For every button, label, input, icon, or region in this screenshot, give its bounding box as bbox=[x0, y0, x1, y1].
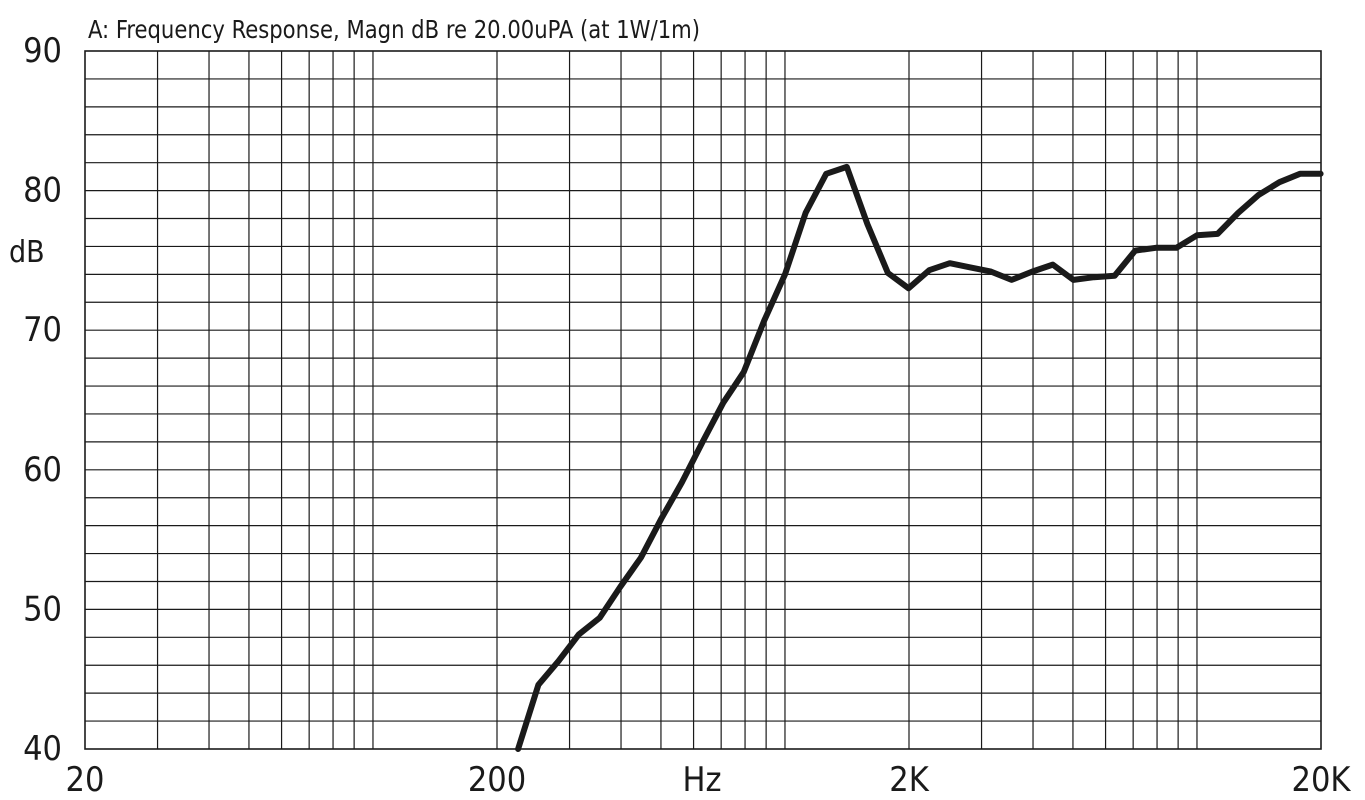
data-point bbox=[886, 271, 890, 275]
data-point bbox=[1010, 278, 1014, 282]
y-tick-label: 90 bbox=[23, 31, 62, 71]
data-point bbox=[701, 440, 705, 444]
data-point bbox=[762, 318, 766, 322]
data-point bbox=[845, 165, 849, 169]
response-curve bbox=[515, 163, 1324, 752]
y-tick-label: 70 bbox=[23, 310, 62, 350]
grid bbox=[85, 51, 1321, 749]
y-tick-label: 80 bbox=[23, 171, 62, 211]
data-point bbox=[1051, 263, 1055, 267]
data-point bbox=[516, 747, 520, 751]
y-tick-label: 50 bbox=[23, 589, 62, 629]
y-axis-label: dB bbox=[9, 235, 45, 270]
data-point bbox=[1277, 180, 1281, 184]
data-point bbox=[1257, 193, 1261, 197]
data-point bbox=[598, 616, 602, 620]
plot-frame bbox=[84, 50, 1322, 750]
data-point bbox=[1092, 275, 1096, 279]
data-point bbox=[1133, 249, 1137, 253]
data-point bbox=[927, 268, 931, 272]
curve-layer bbox=[515, 163, 1324, 752]
y-tick-label: 60 bbox=[23, 450, 62, 490]
chart-title: A: Frequency Response, Magn dB re 20.00u… bbox=[88, 15, 700, 44]
x-tick-label: 20K bbox=[1292, 760, 1352, 800]
data-point bbox=[968, 265, 972, 269]
data-point bbox=[948, 261, 952, 265]
data-point bbox=[907, 286, 911, 290]
data-point bbox=[804, 211, 808, 215]
data-point bbox=[618, 585, 622, 589]
data-point bbox=[1030, 270, 1034, 274]
data-point bbox=[1113, 274, 1117, 278]
x-axis-label: Hz bbox=[682, 760, 721, 800]
data-point bbox=[639, 556, 643, 560]
y-tick-labels: 40 50 60 70 80 90 bbox=[23, 31, 62, 769]
y-tick-label: 40 bbox=[23, 729, 62, 769]
data-point bbox=[1319, 172, 1323, 176]
data-point bbox=[721, 401, 725, 405]
data-point bbox=[1195, 233, 1199, 237]
data-point bbox=[1154, 246, 1158, 250]
data-point bbox=[1298, 172, 1302, 176]
data-point bbox=[577, 633, 581, 636]
data-point bbox=[659, 517, 663, 521]
data-point bbox=[680, 480, 684, 484]
data-point bbox=[989, 270, 993, 274]
data-point bbox=[742, 370, 746, 374]
data-point bbox=[536, 683, 540, 687]
data-point bbox=[824, 172, 828, 176]
data-point bbox=[1216, 232, 1220, 236]
data-point bbox=[557, 659, 560, 663]
data-point bbox=[865, 222, 869, 226]
data-point bbox=[1174, 246, 1178, 250]
x-tick-label: 2K bbox=[889, 760, 929, 800]
data-point bbox=[1236, 211, 1240, 215]
data-point bbox=[1071, 278, 1075, 282]
x-tick-label: 200 bbox=[468, 760, 526, 800]
x-tick-label: 20 bbox=[66, 760, 105, 800]
x-tick-labels: 20 200 2K 20K bbox=[66, 760, 1352, 800]
data-point bbox=[783, 272, 787, 276]
